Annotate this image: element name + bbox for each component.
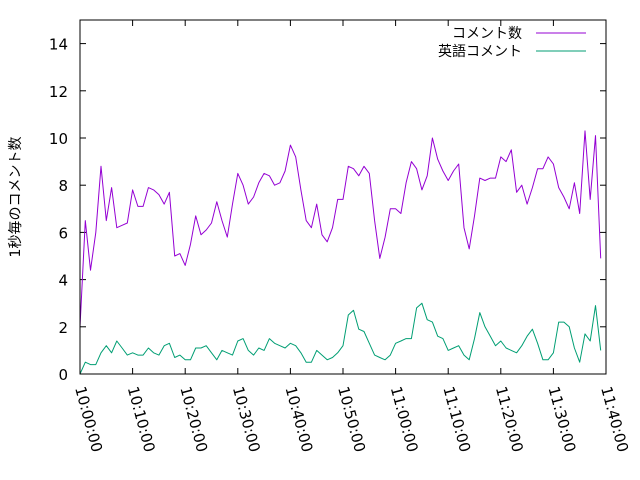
plot-frame (79, 19, 607, 375)
y-tick-label: 14 (49, 36, 68, 54)
y-axis-label: 1秒毎のコメント数 (8, 137, 24, 258)
y-tick-label: 4 (58, 272, 68, 290)
y-tick-label: 12 (49, 83, 68, 101)
series-line-1 (79, 302, 602, 375)
legend-label: 英語コメント (438, 43, 522, 60)
series-lines (79, 130, 602, 375)
series-line-0 (79, 130, 602, 327)
y-tick-label: 8 (58, 177, 68, 195)
y-tick-label: 6 (58, 224, 68, 242)
legend-label: コメント数 (452, 26, 522, 42)
y-tick-label: 10 (49, 130, 68, 148)
y-tick-label: 2 (58, 319, 68, 337)
y-tick-label: 0 (58, 366, 68, 384)
